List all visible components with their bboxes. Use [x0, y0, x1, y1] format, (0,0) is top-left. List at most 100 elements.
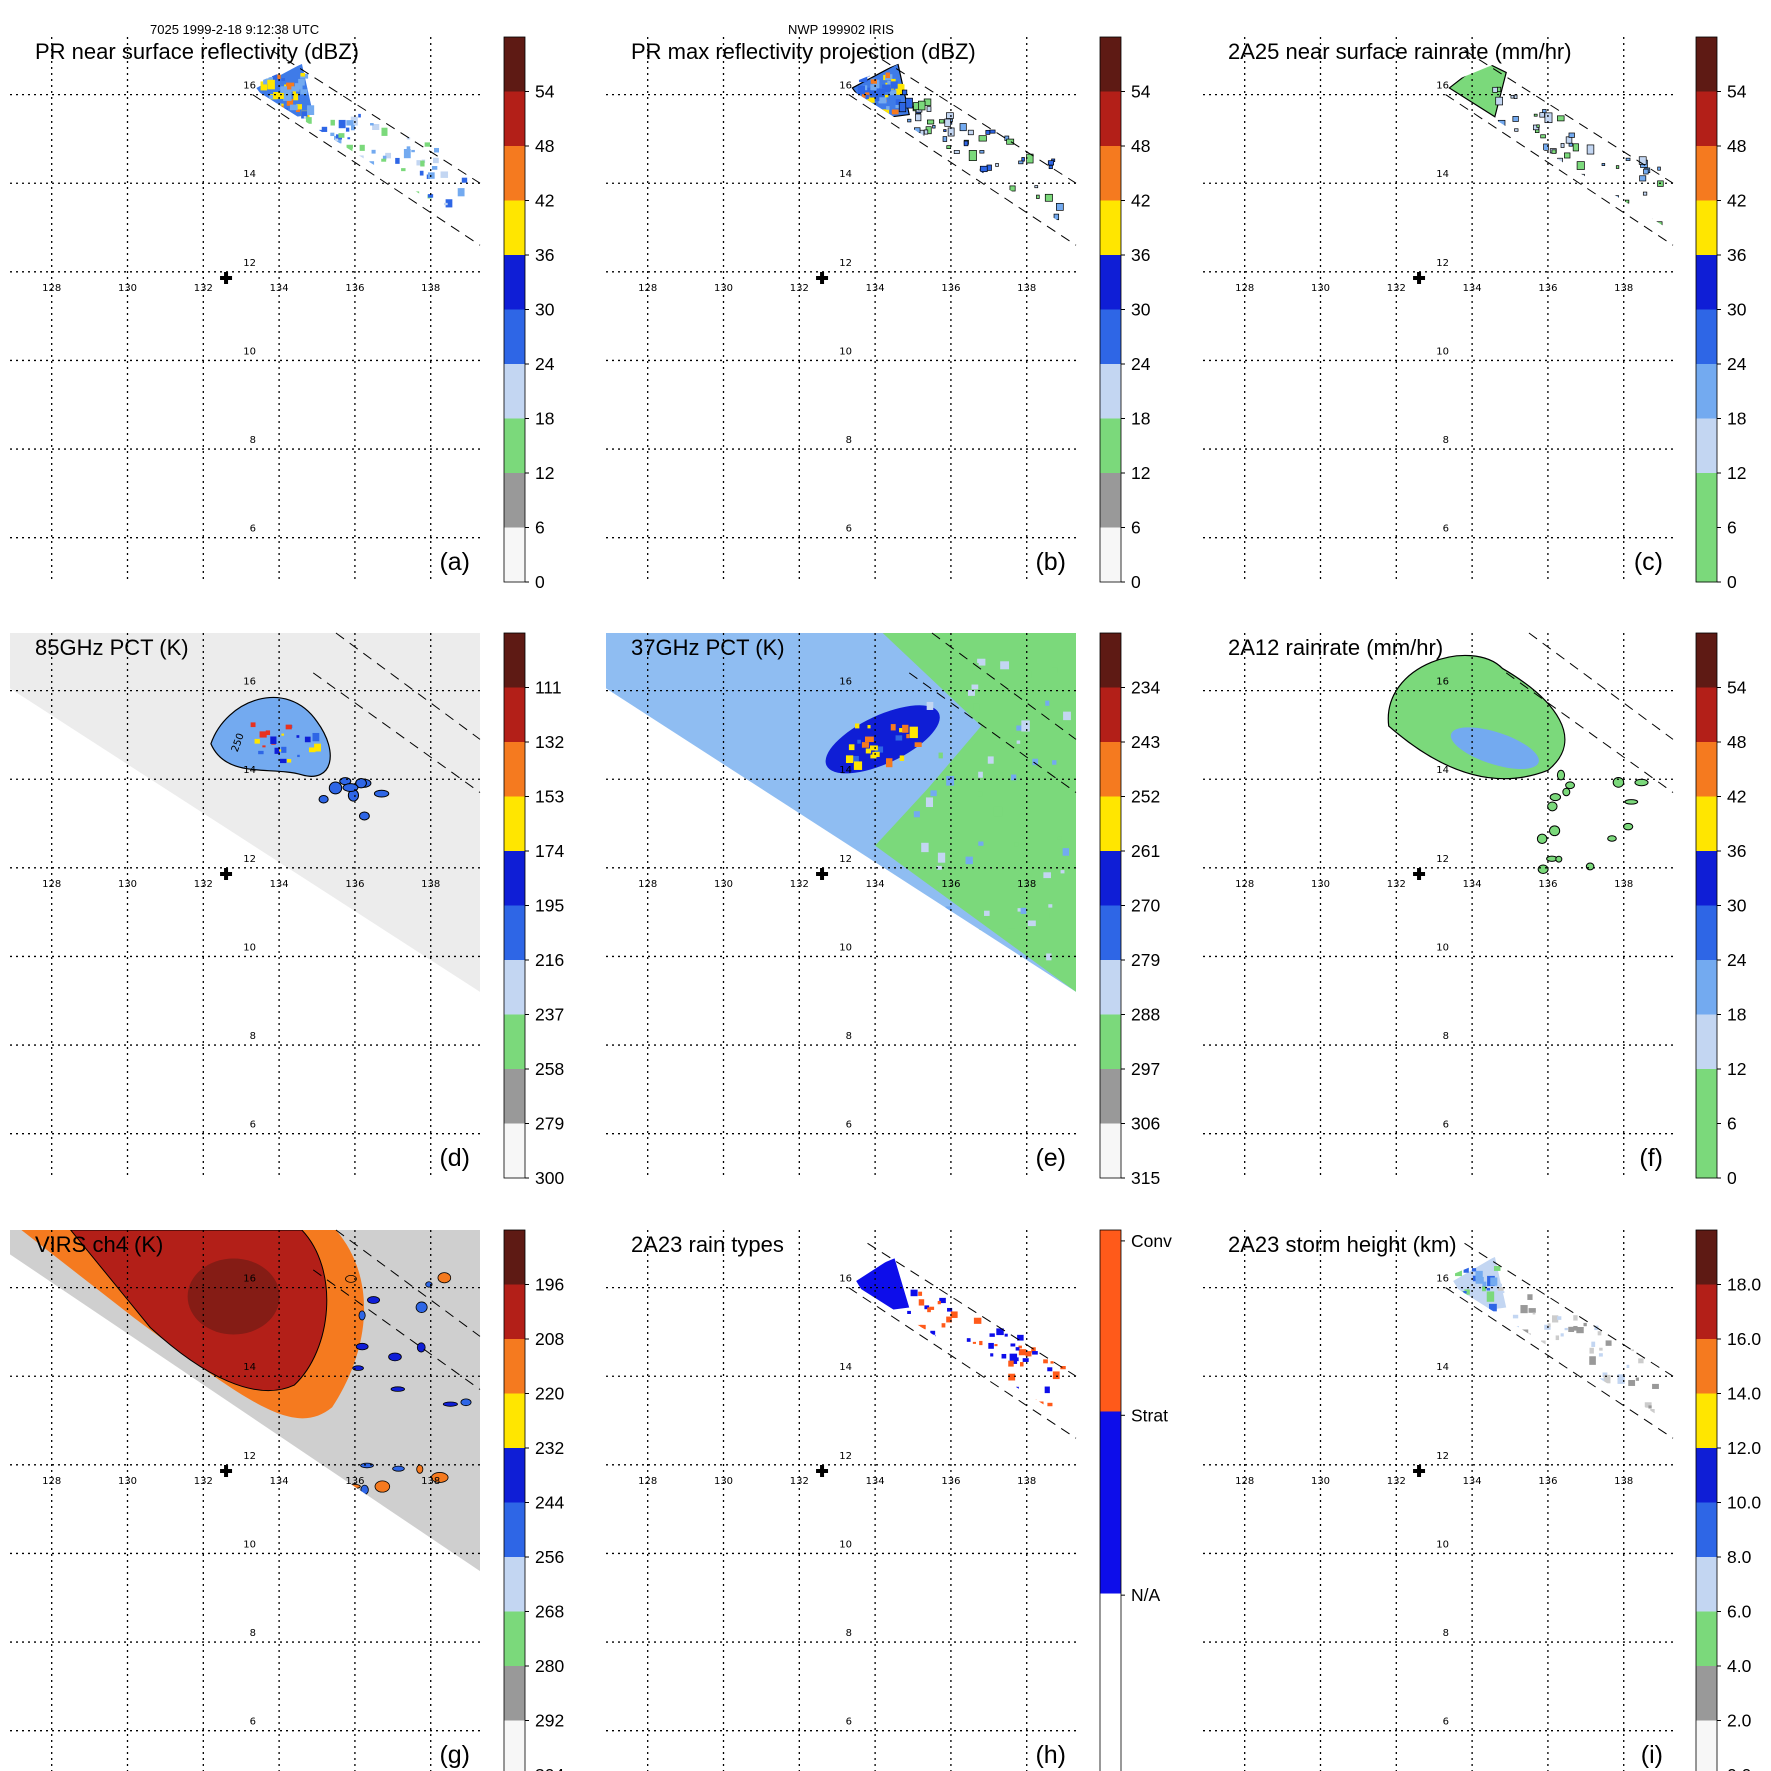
echo-pixel	[411, 149, 415, 153]
colorbar-segment	[504, 1069, 525, 1124]
echo-pixel	[1463, 1291, 1467, 1294]
heavy-rain-core	[1450, 727, 1539, 770]
echo-pixel	[965, 856, 973, 865]
echo-pixel	[895, 104, 900, 108]
echo-pixel	[296, 735, 300, 738]
colorbar-segment	[1696, 1339, 1717, 1394]
panel-f: 128 130 132 134 136 138 16 14 12 10 8 6 2A12 rainrat…	[1203, 632, 1747, 1188]
colorbar-tick-label: 220	[535, 1384, 564, 1404]
echo-pixel	[265, 730, 271, 736]
echo-pixel	[1015, 1347, 1020, 1351]
echo-pixel	[305, 117, 312, 124]
echo-pixel	[1051, 767, 1055, 772]
graticule	[606, 37, 1076, 582]
swath-edge	[1528, 632, 1674, 740]
echo-pixel	[930, 790, 937, 797]
echo-pixel	[1564, 152, 1571, 159]
echo-cell	[1565, 781, 1575, 790]
colorbar: 54 48 42 36 30 24 18 12 6 0	[1695, 36, 1747, 592]
lon-tick-label: 128	[1235, 283, 1254, 294]
colorbar-tick-label: 292	[535, 1711, 564, 1731]
lat-tick-label: 14	[1436, 169, 1449, 180]
echo-pixel	[942, 136, 948, 142]
colorbar-segment	[504, 1502, 525, 1558]
echo-pixel	[1053, 213, 1060, 221]
colorbar-segment	[1696, 1123, 1717, 1179]
echo-pixel	[1605, 1340, 1612, 1346]
panel-title: 2A23 storm height (km)	[1228, 1232, 1457, 1257]
lon-tick-label: 132	[790, 879, 809, 890]
colorbar-tick-label: 18	[1727, 1005, 1746, 1025]
colorbar-segment	[504, 1720, 525, 1771]
echo-pixel	[926, 106, 932, 112]
echo-cell	[1549, 825, 1561, 837]
lon-tick-label: 128	[42, 283, 61, 294]
echo-pixel	[885, 72, 891, 79]
echo-pixel	[293, 93, 299, 101]
echo-pixel	[1635, 1377, 1639, 1381]
lon-tick-label: 138	[1017, 879, 1036, 890]
graticule	[1203, 633, 1673, 1178]
colorbar-tick-label: 30	[535, 300, 555, 320]
colorbar-segment	[504, 255, 525, 310]
echo-pixel	[1624, 199, 1630, 204]
lon-tick-label: 134	[866, 879, 885, 890]
echo-pixel	[925, 797, 934, 808]
colorbar-tick-label: 42	[535, 191, 554, 211]
echo-pixel	[1557, 157, 1563, 164]
colorbar: 234 243 252 261 270 279 288 297 306 315	[1099, 632, 1160, 1188]
echo-pixel	[262, 745, 266, 748]
echo-pixel	[1532, 1312, 1536, 1315]
echo-pixel	[985, 129, 991, 135]
echo-pixel	[1025, 1351, 1032, 1357]
colorbar-tick-label: 258	[535, 1059, 564, 1079]
echo-pixel	[989, 1333, 995, 1337]
lat-tick-label: 8	[250, 1628, 256, 1639]
echo-pixel	[987, 756, 994, 764]
echo-pixel	[938, 119, 945, 124]
echo-pixel	[1644, 1402, 1652, 1408]
colorbar-segment	[504, 633, 525, 688]
echo-pixel	[963, 140, 969, 147]
colorbar-tick-label: 315	[1131, 1168, 1160, 1188]
echo-pixel	[986, 164, 992, 171]
echo-pixel	[419, 170, 424, 176]
panel-title: 2A25 near surface rainrate (mm/hr)	[1228, 39, 1572, 64]
echo-pixel	[1589, 1356, 1596, 1365]
echo-pixel	[1032, 1399, 1037, 1403]
echo-pixel	[284, 107, 288, 112]
colorbar-tick-label: 252	[1131, 787, 1160, 807]
colorbar-segment	[1100, 527, 1121, 583]
echo-pixel	[338, 133, 345, 138]
echo-pixel	[858, 76, 868, 83]
colorbar-segment	[1100, 1230, 1121, 1412]
echo-pixel	[1013, 1357, 1019, 1362]
echo-pixel	[1631, 1349, 1634, 1352]
colorbar-tick-label: 268	[535, 1602, 564, 1622]
panel-title: 37GHz PCT (K)	[631, 635, 785, 660]
colorbar-segment	[504, 1284, 525, 1340]
echo-pixel	[443, 202, 448, 206]
colorbar-tick-label: 48	[1727, 136, 1746, 156]
echo-pixel	[927, 934, 936, 947]
echo-pixel	[300, 72, 306, 77]
echo-pixel	[878, 96, 887, 104]
figure-header-center: NWP 199902 IRIS	[788, 22, 894, 37]
data-field	[10, 633, 480, 992]
colorbar-tick-label: 132	[535, 732, 564, 752]
echo-pixel	[923, 129, 929, 135]
echo-pixel	[1008, 1360, 1014, 1367]
echo-pixel	[1612, 195, 1619, 202]
echo-pixel	[1044, 193, 1053, 202]
echo-pixel	[1475, 1270, 1483, 1279]
echo-pixel	[406, 146, 411, 150]
echo-pixel	[1048, 904, 1053, 908]
lon-tick-label: 130	[1311, 283, 1330, 294]
panel-i: 128 130 132 134 136 138 16 14 12 10 8 6 2A23 storm h…	[1203, 1229, 1761, 1771]
echo-pixel	[1050, 1361, 1054, 1364]
graticule	[1203, 1230, 1673, 1771]
swath-edge	[848, 1287, 1077, 1439]
echo-pixel	[966, 1338, 971, 1342]
lon-tick-label: 128	[638, 1476, 657, 1487]
echo-pixel	[907, 118, 912, 123]
